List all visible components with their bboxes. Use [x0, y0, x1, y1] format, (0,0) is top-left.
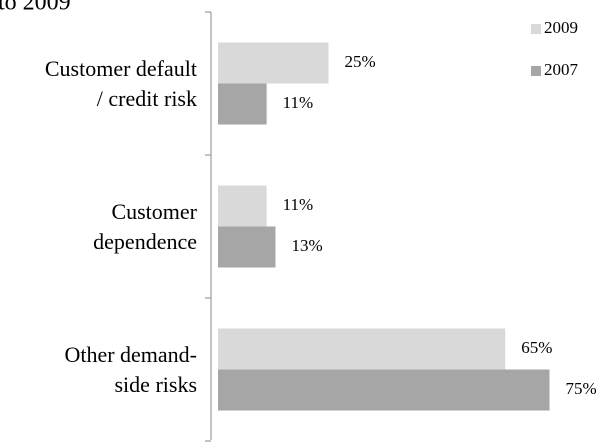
- legend-label: 2009: [544, 18, 578, 37]
- category-label: Other demand- side risks: [64, 341, 197, 397]
- value-label: 11%: [283, 93, 314, 112]
- category-label: Customer default / credit risk: [44, 55, 197, 111]
- value-label: 65%: [521, 338, 552, 357]
- bar: [218, 42, 329, 84]
- caption: to 2009: [0, 0, 71, 16]
- bar: [218, 83, 267, 125]
- value-label: 13%: [291, 236, 322, 255]
- value-label: 11%: [283, 195, 314, 214]
- category-label: Customer dependence: [93, 198, 197, 254]
- bar: [218, 185, 267, 227]
- value-label: 75%: [566, 379, 597, 398]
- bar: [218, 226, 276, 268]
- legend-label: 2007: [544, 60, 579, 79]
- bar: [218, 328, 506, 370]
- value-label: 25%: [345, 52, 376, 71]
- legend-swatch: [531, 66, 541, 76]
- bar: [218, 369, 550, 411]
- legend-swatch: [531, 24, 541, 34]
